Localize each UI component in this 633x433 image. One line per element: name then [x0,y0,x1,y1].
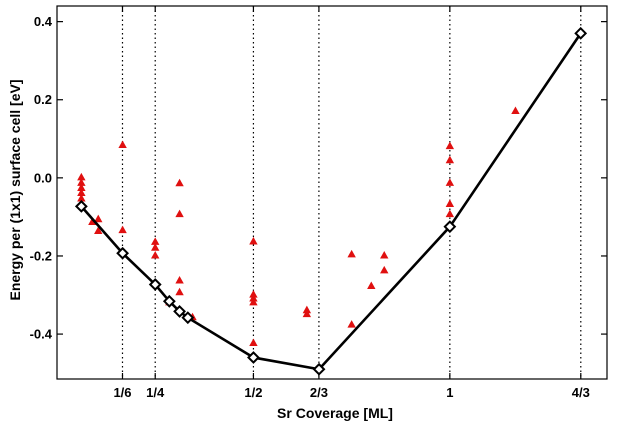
x-tick-label: 4/3 [572,385,590,400]
scatter-series [77,106,520,347]
scatter-point-triangle [445,178,455,186]
y-tick-label: -0.2 [30,248,52,263]
hull-point-diamond [181,311,195,325]
scatter-point-triangle [175,209,184,218]
scatter-point-triangle [151,237,160,245]
scatter-point-triangle [77,172,86,181]
x-tick-label: 1/4 [146,385,165,400]
scatter-point-triangle [445,209,455,218]
y-tick-label: -0.4 [30,327,53,342]
scatter-point-triangle [151,250,160,259]
scatter-point-triangle [249,236,258,245]
scatter-point-triangle [380,265,389,274]
y-axis-label: Energy per (1x1) surface cell [eV] [7,80,23,301]
scatter-point-triangle [511,106,520,115]
scatter-point-triangle [77,193,86,202]
y-tick-label: 0.2 [34,92,52,107]
scatter-point-triangle [77,178,86,186]
axes: -0.4 -0.2 0.0 0.2 0.4 1/6 1/4 1/2 2/3 1 4/3 [30,5,608,400]
scatter-point-triangle [175,275,184,284]
hull-line-series [74,26,588,376]
hull-point-diamond [162,294,176,308]
scatter-point-triangle [302,305,312,314]
scatter-point-triangle [118,140,127,149]
scatter-point-triangle [175,287,184,296]
scatter-point-triangle [249,290,258,298]
hull-point-diamond [443,220,457,234]
scatter-point-triangle [347,249,356,258]
vertical-guides [121,6,582,379]
scatter-point-triangle [445,141,455,150]
hull-point-diamond [247,351,260,364]
scatter-point-triangle [77,183,86,191]
scatter-point-triangle [77,188,86,197]
scatter-point-triangle [249,297,258,306]
x-tick-label: 2/3 [310,385,328,400]
scatter-point-triangle [445,199,455,207]
x-tick-label: 1/6 [113,385,131,400]
hull-point-diamond [574,26,588,40]
plot-frame [56,5,608,380]
x-tick-label: 1 [446,385,453,400]
scatter-point-triangle [94,214,103,223]
y-tick-label: 0.4 [34,14,53,29]
scatter-point-triangle [151,243,160,251]
hull-point-diamond [74,199,88,213]
hull-point-diamond [173,305,186,318]
hull-line [80,32,582,371]
scatter-point-triangle [367,281,376,290]
x-tick-label: 1/2 [244,385,262,400]
scatter-point-triangle [175,178,184,187]
scatter-point-triangle [347,320,356,328]
hull-point-diamond [116,246,130,260]
scatter-point-triangle [94,226,103,234]
y-tick-label: 0.0 [34,170,52,185]
scatter-point-triangle [249,293,258,302]
x-axis-label: Sr Coverage [ML] [277,405,393,421]
scatter-point-triangle [302,309,312,318]
hull-point-diamond [148,278,162,291]
scatter-point-triangle [249,338,258,347]
scatter-point-triangle [445,155,455,164]
scatter-point-triangle [380,250,389,259]
scatter-point-triangle [118,225,127,234]
